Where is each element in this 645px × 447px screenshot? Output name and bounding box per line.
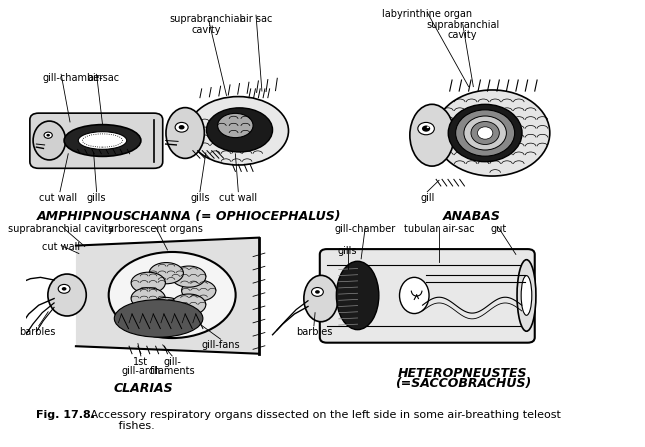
Circle shape [315,290,320,294]
Circle shape [179,125,184,130]
Text: CHANNA (= OPHIOCEPHALUS): CHANNA (= OPHIOCEPHALUS) [130,210,340,223]
Text: gills: gills [190,193,210,202]
Ellipse shape [48,274,86,316]
Text: gut: gut [490,224,506,234]
Text: cut wall: cut wall [219,193,257,202]
Circle shape [422,126,430,132]
Text: cut wall: cut wall [42,242,80,252]
Ellipse shape [304,275,338,322]
Text: barbles: barbles [19,327,55,337]
Text: tubular air-sac: tubular air-sac [404,224,474,234]
Ellipse shape [172,294,206,315]
Ellipse shape [172,266,206,287]
Ellipse shape [336,261,379,330]
FancyBboxPatch shape [30,113,163,169]
Circle shape [418,122,434,135]
Text: 1st: 1st [134,357,148,367]
Ellipse shape [399,277,429,313]
Ellipse shape [109,252,235,338]
Ellipse shape [448,104,522,162]
Ellipse shape [64,125,141,156]
Ellipse shape [188,97,288,165]
Ellipse shape [182,280,216,301]
Text: gill-chamber: gill-chamber [335,224,396,234]
Text: suprabranchial: suprabranchial [169,14,243,24]
Text: gills: gills [87,193,106,202]
Text: CLARIAS: CLARIAS [114,382,174,395]
Ellipse shape [131,272,165,293]
Text: arborescent organs: arborescent organs [108,224,203,234]
Ellipse shape [206,108,273,152]
Ellipse shape [114,299,203,337]
Circle shape [312,287,323,296]
Circle shape [427,127,429,128]
Text: cavity: cavity [448,30,477,40]
Text: gill-arch: gill-arch [121,366,161,375]
Text: gill: gill [420,193,435,202]
Text: air-sac: air-sac [88,73,120,84]
Text: (=SACCOBRACHUS): (=SACCOBRACHUS) [395,377,531,390]
Ellipse shape [455,110,515,156]
Ellipse shape [78,132,126,149]
Ellipse shape [435,90,550,176]
Ellipse shape [131,288,165,309]
Circle shape [58,284,70,293]
Text: cavity: cavity [191,25,221,35]
Text: gills: gills [338,246,357,257]
Ellipse shape [521,276,531,315]
Circle shape [44,132,52,138]
Ellipse shape [149,262,183,284]
Ellipse shape [477,127,493,139]
Text: Fig. 17.8.: Fig. 17.8. [36,410,95,420]
Ellipse shape [517,260,536,331]
Ellipse shape [166,108,204,158]
Ellipse shape [217,114,253,138]
Text: labyrinthine organ: labyrinthine organ [382,9,472,19]
Ellipse shape [464,116,506,150]
Polygon shape [76,238,259,354]
Ellipse shape [471,122,499,144]
Circle shape [62,287,66,291]
Ellipse shape [410,104,454,166]
Text: air sac: air sac [240,14,272,24]
Text: suprabranchial: suprabranchial [426,21,499,30]
Text: barbles: barbles [295,327,332,337]
Text: suprabranchial cavity: suprabranchial cavity [8,224,114,234]
Text: filaments: filaments [150,366,195,375]
Circle shape [175,122,188,132]
Text: gill-chamber: gill-chamber [43,73,103,84]
Text: AMPHIPNOUS: AMPHIPNOUS [37,210,133,223]
Text: gill-: gill- [163,357,181,367]
Text: cut wall: cut wall [39,193,77,202]
Circle shape [46,134,50,136]
Ellipse shape [33,121,66,160]
Text: ANABAS: ANABAS [442,210,501,223]
Ellipse shape [149,297,183,319]
Text: HETEROPNEUSTES: HETEROPNEUSTES [398,367,528,380]
FancyBboxPatch shape [320,249,535,343]
Text: gill-fans: gill-fans [201,341,240,350]
Text: Accessory respiratory organs dissected on the left side in some air-breathing te: Accessory respiratory organs dissected o… [87,410,561,431]
